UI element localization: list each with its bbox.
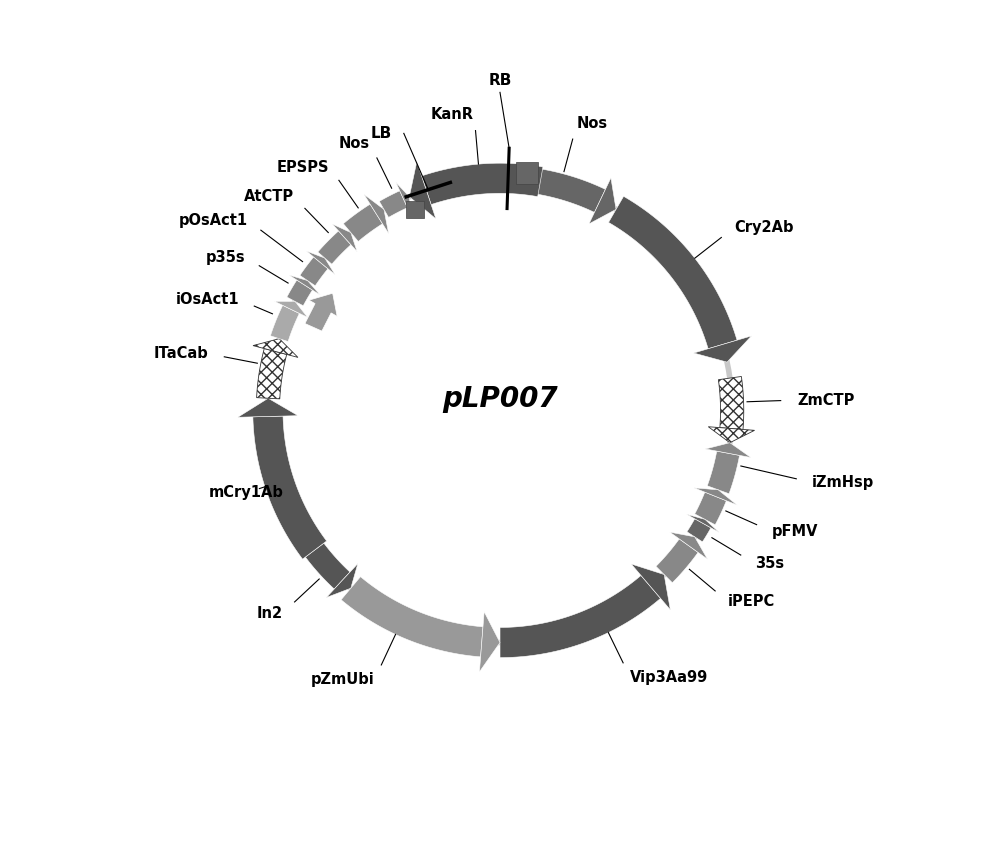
Text: Cry2Ab: Cry2Ab bbox=[734, 220, 794, 235]
Polygon shape bbox=[306, 251, 335, 274]
Polygon shape bbox=[305, 293, 337, 331]
Polygon shape bbox=[406, 201, 424, 219]
Text: ZmCTP: ZmCTP bbox=[797, 392, 854, 408]
Polygon shape bbox=[396, 182, 411, 216]
Polygon shape bbox=[422, 163, 543, 204]
Polygon shape bbox=[253, 416, 327, 560]
Polygon shape bbox=[694, 336, 752, 362]
Polygon shape bbox=[687, 519, 711, 542]
Polygon shape bbox=[274, 301, 308, 317]
Polygon shape bbox=[479, 612, 500, 672]
Text: LB: LB bbox=[371, 126, 392, 141]
Polygon shape bbox=[326, 564, 358, 598]
Polygon shape bbox=[519, 166, 605, 213]
Polygon shape bbox=[694, 488, 737, 505]
Text: KanR: KanR bbox=[431, 107, 474, 122]
Text: AtCTP: AtCTP bbox=[243, 189, 294, 204]
Polygon shape bbox=[257, 349, 287, 399]
Text: pFMV: pFMV bbox=[771, 524, 818, 538]
Polygon shape bbox=[270, 306, 299, 342]
Text: Nos: Nos bbox=[577, 116, 608, 131]
Polygon shape bbox=[379, 191, 407, 218]
Text: 35s: 35s bbox=[755, 556, 784, 571]
Polygon shape bbox=[718, 376, 744, 430]
Text: iPEPC: iPEPC bbox=[728, 594, 775, 609]
Polygon shape bbox=[305, 543, 350, 589]
Text: iOsAct1: iOsAct1 bbox=[176, 292, 239, 307]
Polygon shape bbox=[289, 275, 320, 295]
Polygon shape bbox=[364, 194, 389, 234]
Text: pZmUbi: pZmUbi bbox=[311, 672, 374, 687]
Polygon shape bbox=[300, 257, 328, 286]
Text: RB: RB bbox=[488, 73, 512, 89]
Polygon shape bbox=[631, 564, 670, 610]
Polygon shape bbox=[516, 162, 538, 183]
Text: Vip3Aa99: Vip3Aa99 bbox=[630, 670, 709, 685]
Text: In2: In2 bbox=[257, 605, 283, 620]
Polygon shape bbox=[687, 514, 719, 533]
Polygon shape bbox=[318, 231, 351, 264]
Polygon shape bbox=[409, 162, 436, 219]
Polygon shape bbox=[500, 576, 661, 657]
Polygon shape bbox=[705, 443, 751, 457]
Text: iZmHsp: iZmHsp bbox=[812, 475, 874, 490]
Polygon shape bbox=[341, 576, 483, 657]
Polygon shape bbox=[343, 204, 382, 241]
Polygon shape bbox=[656, 538, 698, 582]
Text: p35s: p35s bbox=[206, 250, 245, 265]
Polygon shape bbox=[589, 178, 616, 224]
Polygon shape bbox=[707, 451, 740, 494]
Polygon shape bbox=[253, 338, 298, 357]
Polygon shape bbox=[609, 197, 737, 349]
Polygon shape bbox=[708, 427, 755, 443]
Text: ITaCab: ITaCab bbox=[154, 346, 208, 361]
Polygon shape bbox=[287, 280, 312, 306]
Text: pLP007: pLP007 bbox=[442, 385, 558, 413]
Text: Nos: Nos bbox=[339, 136, 370, 151]
Polygon shape bbox=[695, 492, 726, 525]
Text: EPSPS: EPSPS bbox=[277, 160, 330, 175]
Polygon shape bbox=[238, 398, 298, 417]
Text: pOsAct1: pOsAct1 bbox=[179, 213, 248, 228]
Polygon shape bbox=[670, 532, 708, 560]
Polygon shape bbox=[332, 224, 357, 252]
Text: mCry1Ab: mCry1Ab bbox=[209, 485, 284, 500]
